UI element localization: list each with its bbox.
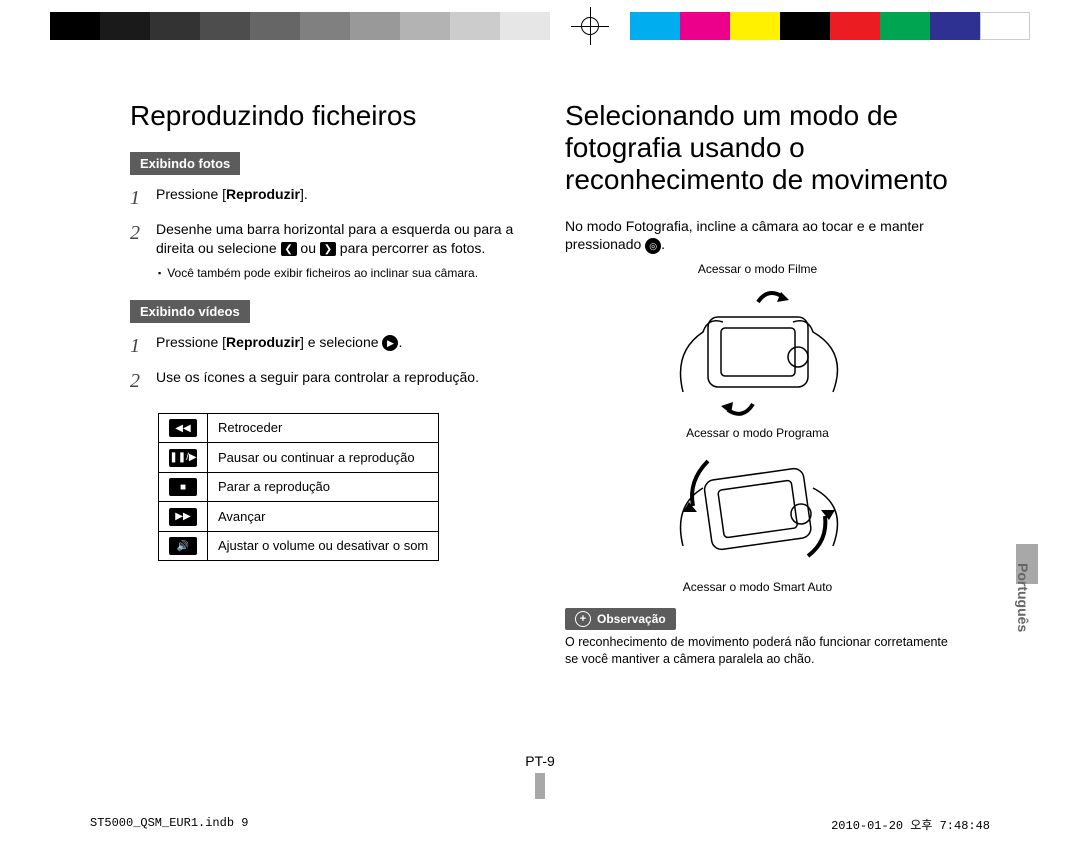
right-arrow-icon: ❯ xyxy=(320,242,336,256)
control-icon: ■ xyxy=(169,478,197,496)
photos-step-2: 2 Desenhe uma barra horizontal para a es… xyxy=(130,220,515,258)
heading-reproduzindo: Reproduzindo ficheiros xyxy=(130,100,515,132)
videos-step-2: 2 Use os ícones a seguir para controlar … xyxy=(130,368,515,395)
control-icon: ▶▶ xyxy=(169,508,197,526)
tag-exibindo-fotos: Exibindo fotos xyxy=(130,152,240,175)
language-tab: Português xyxy=(1011,555,1035,640)
right-column: Selecionando um modo de fotografia usand… xyxy=(565,100,950,667)
table-row: 🔊 Ajustar o volume ou desativar o som xyxy=(159,531,439,561)
control-icon: ❚❚/▶ xyxy=(169,449,197,467)
left-arrow-icon: ❮ xyxy=(281,242,297,256)
print-footer: ST5000_QSM_EUR1.indb 9 2010-01-20 오후 7:4… xyxy=(90,816,990,833)
page-number-bar xyxy=(535,773,545,799)
page-number: PT-9 xyxy=(525,753,555,769)
observation-text: O reconhecimento de movimento poderá não… xyxy=(565,634,950,667)
photos-step-1: 1 Pressione [Reproduzir]. xyxy=(130,185,515,212)
videos-step-1: 1 Pressione [Reproduzir] e selecione ▶. xyxy=(130,333,515,360)
camera-illustration-top: Acessar o modo Filme Acessar o modo Prog… xyxy=(565,262,950,594)
motion-mode-icon: ◎ xyxy=(645,238,661,254)
control-label: Pausar ou continuar a reprodução xyxy=(208,443,439,473)
play-circle-icon: ▶ xyxy=(382,335,398,351)
observation-tag: Observação xyxy=(565,608,676,630)
table-row: ◀◀ Retroceder xyxy=(159,413,439,443)
footer-timestamp: 2010-01-20 오후 7:48:48 xyxy=(831,816,990,833)
footer-filename: ST5000_QSM_EUR1.indb 9 xyxy=(90,816,248,833)
camera-tilt-up-icon xyxy=(653,282,863,422)
table-row: ❚❚/▶ Pausar ou continuar a reprodução xyxy=(159,443,439,473)
photos-note: Você também pode exibir ficheiros ao inc… xyxy=(158,266,515,282)
heading-selecionando: Selecionando um modo de fotografia usand… xyxy=(565,100,950,197)
control-icon: ◀◀ xyxy=(169,419,197,437)
control-label: Avançar xyxy=(208,502,439,532)
playback-controls-table: ◀◀ Retroceder ❚❚/▶ Pausar ou continuar a re… xyxy=(158,413,439,562)
control-label: Ajustar o volume ou desativar o som xyxy=(208,531,439,561)
table-row: ■ Parar a reprodução xyxy=(159,472,439,502)
control-icon: 🔊 xyxy=(169,537,197,555)
table-row: ▶▶ Avançar xyxy=(159,502,439,532)
intro-text: No modo Fotografia, incline a câmara ao … xyxy=(565,217,950,255)
print-calibration-bar xyxy=(50,12,1030,40)
control-label: Parar a reprodução xyxy=(208,472,439,502)
camera-tilt-side-icon xyxy=(653,446,863,576)
tag-exibindo-videos: Exibindo vídeos xyxy=(130,300,250,323)
control-label: Retroceder xyxy=(208,413,439,443)
left-column: Reproduzindo ficheiros Exibindo fotos 1 … xyxy=(130,100,515,667)
